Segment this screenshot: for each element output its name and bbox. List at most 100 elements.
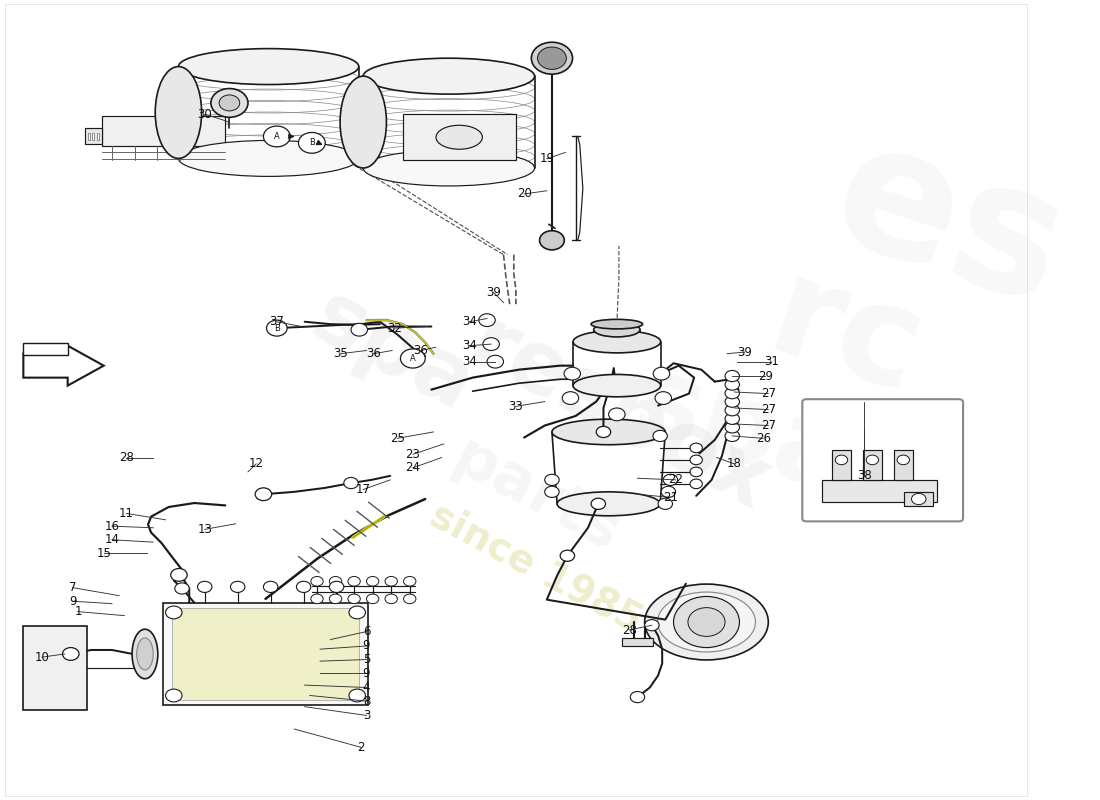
Text: 16: 16 [104, 520, 120, 533]
Text: 30: 30 [197, 107, 212, 121]
Text: 13: 13 [197, 523, 212, 536]
Ellipse shape [591, 319, 642, 329]
Circle shape [835, 455, 848, 465]
Circle shape [263, 126, 290, 147]
Circle shape [538, 47, 566, 70]
Bar [97, 134, 99, 140]
Circle shape [400, 349, 426, 368]
Circle shape [866, 455, 879, 465]
Text: A: A [410, 354, 416, 363]
Ellipse shape [363, 58, 535, 94]
Circle shape [663, 474, 678, 486]
Text: 19: 19 [539, 152, 554, 166]
Circle shape [725, 422, 739, 433]
Circle shape [211, 89, 248, 118]
Circle shape [298, 133, 326, 154]
Bar [88, 134, 90, 140]
Circle shape [366, 594, 378, 604]
Circle shape [329, 577, 342, 586]
Circle shape [690, 455, 703, 465]
Circle shape [166, 689, 182, 702]
Text: 18: 18 [727, 458, 741, 470]
Circle shape [170, 569, 187, 582]
Polygon shape [85, 129, 101, 145]
Circle shape [645, 620, 659, 630]
Text: 23: 23 [406, 448, 420, 461]
Circle shape [725, 414, 739, 425]
Circle shape [404, 577, 416, 586]
Bar [833, 450, 850, 480]
Circle shape [366, 577, 378, 586]
Text: 17: 17 [356, 483, 371, 496]
Circle shape [630, 691, 645, 702]
Text: 29: 29 [758, 370, 772, 382]
Bar [621, 638, 653, 646]
Text: 25: 25 [389, 432, 405, 445]
Polygon shape [23, 346, 103, 386]
Circle shape [348, 577, 361, 586]
Text: 14: 14 [104, 534, 120, 546]
Text: 7: 7 [69, 581, 77, 594]
Text: 33: 33 [508, 400, 524, 413]
Circle shape [544, 486, 559, 498]
Ellipse shape [178, 49, 359, 85]
Circle shape [690, 467, 703, 477]
Circle shape [725, 405, 739, 416]
Ellipse shape [573, 330, 661, 353]
Circle shape [661, 486, 675, 498]
Circle shape [344, 478, 359, 489]
Text: 1: 1 [74, 605, 81, 618]
Text: 5: 5 [363, 653, 371, 666]
Text: 21: 21 [663, 491, 678, 504]
Text: A: A [274, 132, 279, 141]
Circle shape [478, 314, 495, 326]
Circle shape [688, 608, 725, 636]
Text: 34: 34 [462, 339, 477, 352]
Text: 35: 35 [333, 347, 348, 360]
Circle shape [690, 479, 703, 489]
Text: 36: 36 [366, 347, 381, 360]
Text: 31: 31 [764, 355, 779, 368]
Circle shape [349, 689, 365, 702]
FancyBboxPatch shape [802, 399, 964, 522]
Text: rc: rc [754, 249, 938, 424]
Ellipse shape [155, 66, 201, 158]
Text: 11: 11 [119, 507, 134, 520]
Ellipse shape [645, 584, 768, 660]
Circle shape [531, 42, 572, 74]
Text: 4: 4 [363, 681, 371, 694]
Circle shape [219, 95, 240, 111]
Circle shape [564, 367, 581, 380]
Circle shape [725, 396, 739, 407]
Circle shape [608, 408, 625, 421]
Ellipse shape [436, 126, 483, 150]
Text: 26: 26 [756, 432, 771, 445]
Text: since 1985: since 1985 [424, 496, 649, 640]
Circle shape [296, 582, 311, 593]
Text: 10: 10 [34, 650, 50, 664]
Circle shape [198, 582, 212, 593]
Text: 3: 3 [363, 709, 371, 722]
Text: 9: 9 [69, 594, 77, 608]
Circle shape [487, 355, 504, 368]
Text: 8: 8 [363, 694, 371, 707]
Bar [904, 492, 933, 506]
Bar [864, 450, 882, 480]
Text: parts: parts [443, 427, 630, 564]
Circle shape [175, 583, 189, 594]
Circle shape [725, 370, 739, 382]
Text: 22: 22 [668, 474, 683, 486]
Bar [92, 134, 95, 140]
Circle shape [63, 647, 79, 660]
Circle shape [898, 455, 910, 465]
Circle shape [562, 392, 579, 405]
Circle shape [690, 443, 703, 453]
Text: 36: 36 [414, 344, 429, 357]
Text: 28: 28 [621, 623, 637, 637]
Text: 20: 20 [517, 187, 531, 201]
Ellipse shape [557, 492, 660, 516]
Circle shape [329, 582, 344, 593]
Text: 34: 34 [462, 355, 477, 368]
Circle shape [653, 367, 670, 380]
Text: 9: 9 [363, 639, 371, 653]
